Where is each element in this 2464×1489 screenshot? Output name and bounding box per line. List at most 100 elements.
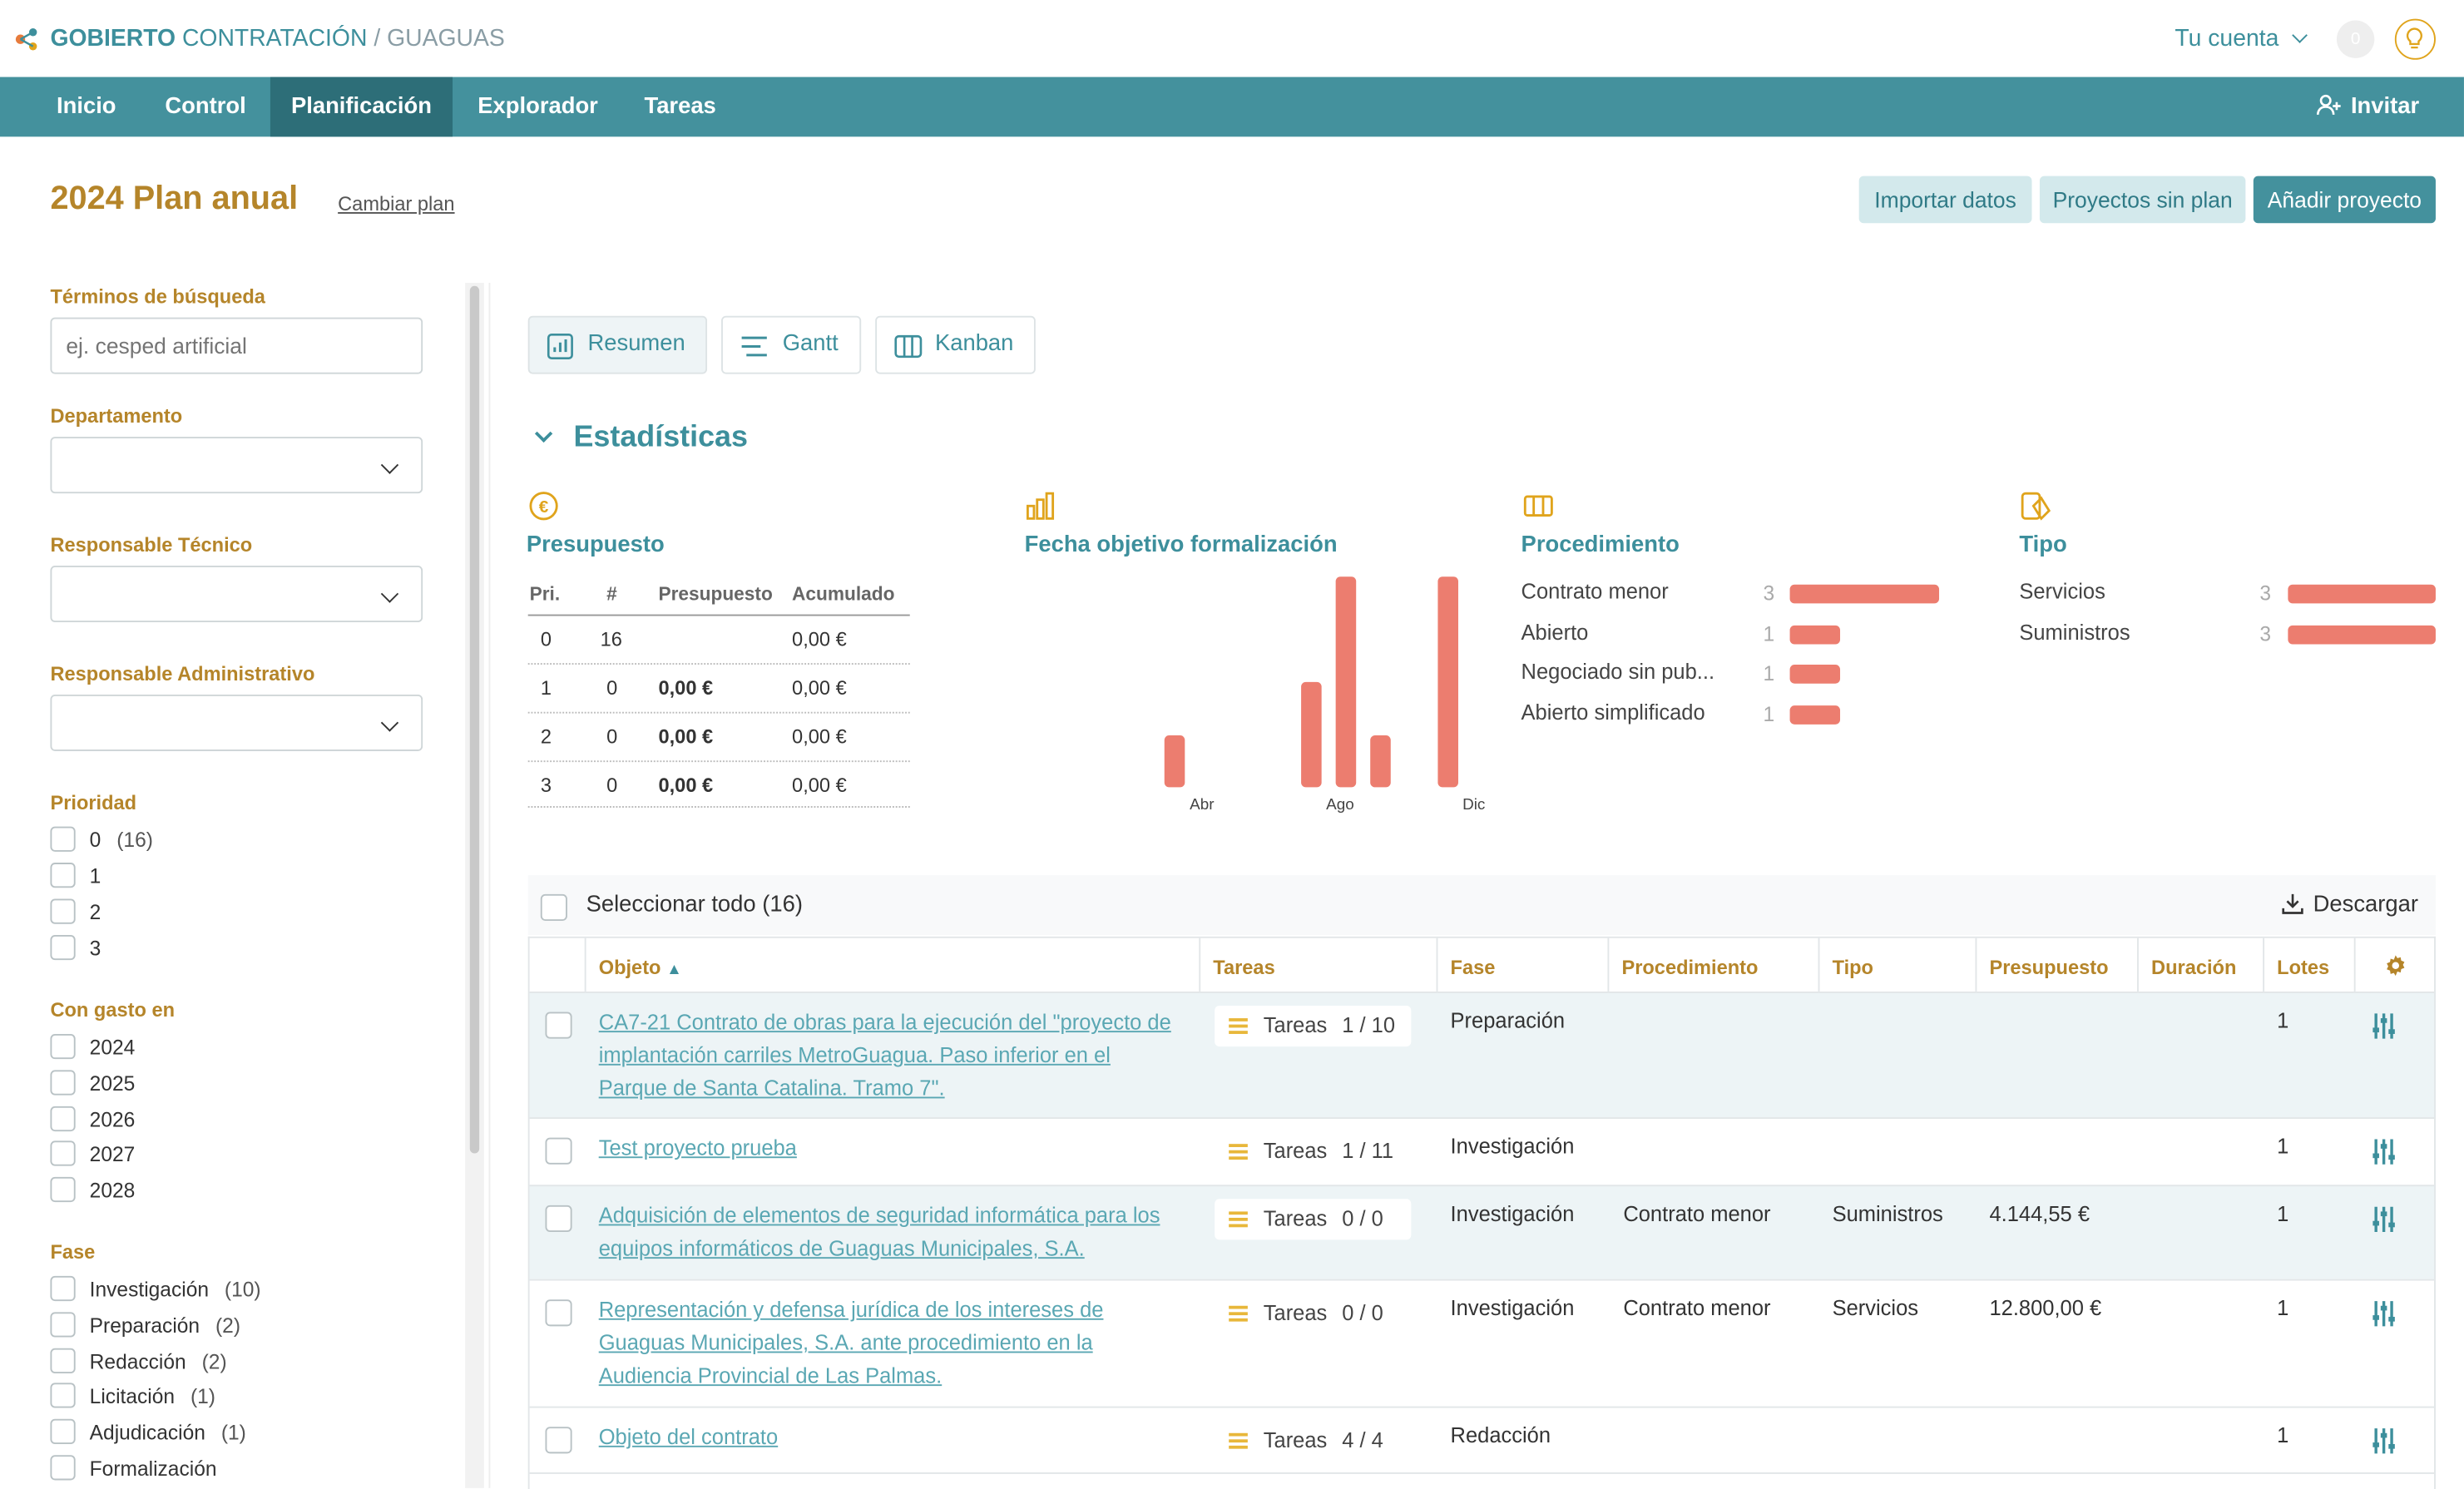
type-bar xyxy=(2288,624,2436,644)
priority-checkbox-2[interactable] xyxy=(50,898,76,924)
import-data-button[interactable]: Importar datos xyxy=(1858,176,2032,224)
tab-kanban[interactable]: Kanban xyxy=(875,315,1036,374)
tasks-chip[interactable]: Tareas 1 / 10 xyxy=(1215,1005,1412,1047)
table-row[interactable]: Representación y defensa jurídica de los… xyxy=(529,1279,2435,1407)
table-row[interactable]: Test proyecto prueba Tareas 1 / 11 Invest… xyxy=(529,1117,2435,1185)
expense-checkbox-2025[interactable] xyxy=(50,1070,76,1096)
col-fase[interactable]: Fase xyxy=(1437,937,1610,992)
change-plan-link[interactable]: Cambiar plan xyxy=(338,193,455,215)
tab-gantt[interactable]: Gantt xyxy=(721,315,862,374)
project-link[interactable]: CA7-21 Contrato de obras para la ejecuci… xyxy=(598,1010,1171,1101)
table-row[interactable]: Adquisición de elementos de seguridad in… xyxy=(529,1185,2435,1279)
phase-checkbox-licitacion[interactable] xyxy=(50,1383,76,1408)
row-checkbox[interactable] xyxy=(545,1299,572,1327)
phase-option-preparacion: Preparación (2) xyxy=(89,1313,241,1338)
tasks-count: 1 / 10 xyxy=(1342,1013,1396,1037)
col-presupuesto[interactable]: Presupuesto xyxy=(1977,937,2139,992)
tasks-chip[interactable]: Tareas 0 / 0 xyxy=(1215,1294,1411,1334)
search-input[interactable] xyxy=(50,317,423,374)
row-lots: 1 xyxy=(2277,1008,2289,1033)
col-tareas[interactable]: Tareas xyxy=(1200,937,1438,992)
tech-responsible-label: Responsable Técnico xyxy=(50,534,253,557)
euro-icon: € xyxy=(529,492,558,521)
col-objeto[interactable]: Objeto ▲ xyxy=(586,937,1201,992)
tasks-chip[interactable]: Tareas 4 / 4 xyxy=(1215,1421,1411,1462)
sliders-icon[interactable] xyxy=(2370,1427,2398,1455)
notifications-badge[interactable]: 0 xyxy=(2336,20,2375,58)
account-label: Tu cuenta xyxy=(2175,25,2279,52)
add-project-button[interactable]: Añadir proyecto xyxy=(2253,176,2436,224)
date-bar-sep xyxy=(1369,735,1390,788)
row-checkbox[interactable] xyxy=(545,1427,572,1454)
nav-tareas[interactable]: Tareas xyxy=(644,94,716,120)
stats-title[interactable]: Estadísticas xyxy=(573,421,748,454)
project-link[interactable]: Test proyecto prueba xyxy=(598,1135,797,1160)
table-row[interactable]: CA7-21 Contrato de obras para la ejecuci… xyxy=(529,991,2435,1118)
scrollbar-thumb[interactable] xyxy=(469,285,480,1154)
budget-row: 3 0 0,00 €0,00 € xyxy=(527,760,910,808)
select-all-label[interactable]: Seleccionar todo (16) xyxy=(586,892,803,918)
tab-resumen[interactable]: Resumen xyxy=(527,315,708,374)
nav-explorador[interactable]: Explorador xyxy=(477,94,598,120)
procedure-bar xyxy=(1789,584,1940,604)
priority-checkbox-1[interactable] xyxy=(50,863,76,888)
admin-responsible-select[interactable] xyxy=(50,694,423,751)
phase-checkbox-redaccion[interactable] xyxy=(50,1348,76,1373)
tech-responsible-select[interactable] xyxy=(50,566,423,623)
row-budget: 4.144,55 € xyxy=(1989,1202,2090,1226)
sliders-icon[interactable] xyxy=(2370,1012,2398,1041)
sliders-icon[interactable] xyxy=(2370,1138,2398,1166)
account-menu[interactable]: Tu cuenta xyxy=(2175,25,2308,52)
row-procedure: Contrato menor xyxy=(1623,1296,1771,1320)
lightbulb-icon[interactable] xyxy=(2394,18,2436,60)
procedure-label: Abierto simplificado xyxy=(1521,700,1705,724)
tasks-count: 0 / 0 xyxy=(1342,1301,1383,1325)
phase-option-adjudicacion: Adjudicación (1) xyxy=(89,1420,246,1444)
col-settings[interactable] xyxy=(2356,938,2434,992)
row-checkbox[interactable] xyxy=(545,1137,572,1165)
kanban-icon xyxy=(894,334,923,359)
expense-checkbox-2026[interactable] xyxy=(50,1106,76,1132)
select-all-checkbox[interactable] xyxy=(540,893,567,921)
phase-checkbox-adjudicacion[interactable] xyxy=(50,1418,76,1444)
projects-without-plan-button[interactable]: Proyectos sin plan xyxy=(2039,176,2246,224)
row-checkbox[interactable] xyxy=(545,1205,572,1232)
department-select[interactable] xyxy=(50,437,423,494)
date-axis-label: Dic xyxy=(1462,796,1486,814)
expense-checkbox-2028[interactable] xyxy=(50,1176,76,1203)
tasks-chip[interactable]: Tareas 0 / 0 xyxy=(1215,1199,1412,1240)
sliders-icon[interactable] xyxy=(2370,1205,2398,1234)
col-lotes[interactable]: Lotes xyxy=(2264,937,2356,992)
row-lots: 1 xyxy=(2277,1423,2289,1447)
phase-checkbox-preparacion[interactable] xyxy=(50,1312,76,1338)
row-checkbox[interactable] xyxy=(545,1012,572,1039)
priority-checkbox-3[interactable] xyxy=(50,934,76,961)
chevron-down-icon[interactable] xyxy=(534,424,553,443)
expense-checkbox-2027[interactable] xyxy=(50,1140,76,1166)
priority-checkbox-0[interactable] xyxy=(50,826,76,852)
download-button[interactable]: Descargar xyxy=(2282,893,2418,918)
invite-button[interactable]: Invitar xyxy=(2316,77,2419,137)
shapes-icon xyxy=(2021,492,2051,521)
row-phase: Investigación xyxy=(1450,1202,1575,1226)
phase-option-investigacion: Investigación (10) xyxy=(89,1277,261,1302)
expense-checkbox-2024[interactable] xyxy=(50,1033,76,1060)
phase-checkbox-formalizacion[interactable] xyxy=(50,1455,76,1481)
tasks-chip[interactable]: Tareas 1 / 11 xyxy=(1215,1131,1411,1172)
row-phase: Investigación xyxy=(1450,1134,1575,1159)
sidebar-scrollbar[interactable] xyxy=(465,283,484,1488)
project-link[interactable]: Adquisición de elementos de seguridad in… xyxy=(598,1203,1160,1260)
sliders-icon[interactable] xyxy=(2370,1299,2398,1328)
project-link[interactable]: Objeto del contrato xyxy=(598,1425,779,1449)
col-procedimiento[interactable]: Procedimiento xyxy=(1609,937,1820,992)
nav-control[interactable]: Control xyxy=(165,94,246,120)
procedure-count: 1 xyxy=(1763,661,1775,685)
col-tipo[interactable]: Tipo xyxy=(1819,937,1977,992)
phase-checkbox-investigacion[interactable] xyxy=(50,1275,76,1302)
col-duracion[interactable]: Duración xyxy=(2139,937,2265,992)
nav-inicio[interactable]: Inicio xyxy=(57,94,116,120)
table-row[interactable]: Objeto del contrato Tareas 4 / 4 Redacció… xyxy=(529,1406,2435,1474)
nav-planificacion[interactable]: Planificación xyxy=(270,77,453,137)
brand-title[interactable]: GOBIERTO CONTRATACIÓN / GUAGUAS xyxy=(50,25,504,52)
project-link[interactable]: Representación y defensa jurídica de los… xyxy=(598,1298,1104,1388)
